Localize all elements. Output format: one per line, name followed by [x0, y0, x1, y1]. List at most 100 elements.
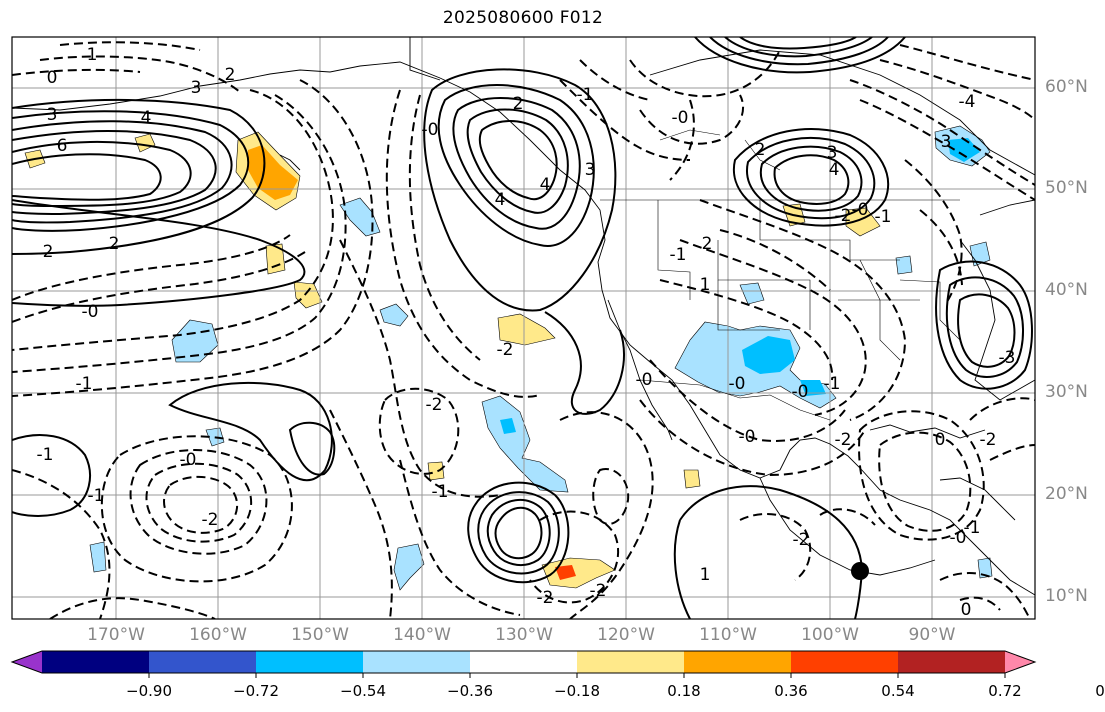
contour-label: 2: [109, 234, 120, 254]
colorbar-segment: [363, 651, 471, 673]
contour-label: -0: [636, 370, 653, 390]
latitude-label: 20°N: [1045, 484, 1088, 504]
contour-label: 3: [47, 105, 58, 125]
latitude-label: 10°N: [1045, 586, 1088, 606]
storm-center-marker: [851, 562, 869, 580]
contour-label: 0: [961, 600, 972, 620]
contour-label: 0: [935, 430, 946, 450]
contour-label: -1: [670, 245, 687, 265]
longitude-label: 130°W: [495, 625, 553, 645]
contour-label: -2: [537, 588, 554, 608]
contour-label: 3: [585, 160, 596, 180]
contour-label: -3: [999, 348, 1016, 368]
contour-label: -2: [202, 510, 219, 530]
contour-label: -1: [76, 374, 93, 394]
contour-label: -2: [835, 206, 852, 226]
contour-label: -2: [835, 430, 852, 450]
colorbar-segment: [149, 651, 257, 673]
longitude-label: 120°W: [597, 625, 655, 645]
contour-label: -0: [729, 374, 746, 394]
political-borders: [600, 129, 961, 421]
contour-label: -1: [37, 445, 54, 465]
contour-label: -0: [82, 302, 99, 322]
positive-fill: [427, 461, 445, 481]
positive-contours: [12, 37, 1033, 619]
negative-fill: [339, 197, 381, 237]
colorbar-tick-label: 0.36: [774, 682, 808, 700]
negative-fill: [977, 557, 993, 579]
contour-label: -1: [577, 85, 594, 105]
colorbar-outline: [10, 650, 1037, 674]
colorbar-segment: [898, 651, 1006, 673]
contour-label: -1: [875, 207, 892, 227]
contour-label: 4: [141, 108, 152, 128]
longitude-label: 150°W: [291, 625, 349, 645]
longitude-label: 140°W: [393, 625, 451, 645]
negative-fill: [393, 543, 425, 591]
contour-label: 2: [755, 140, 766, 160]
colorbar-tick-label: −0.18: [554, 682, 600, 700]
contour-label: -0: [950, 528, 967, 548]
contour-label: -0: [672, 108, 689, 128]
positive-fill: [497, 313, 556, 346]
contour-label: 4: [829, 160, 840, 180]
contour-label: -2: [590, 581, 607, 601]
colorbar: [10, 650, 1037, 678]
contour-label: 0: [47, 68, 58, 88]
contour-label: -2: [497, 340, 514, 360]
colorbar-tick-label: 0.90: [1095, 682, 1105, 700]
map-title: 2025080600 F012: [442, 8, 604, 28]
contour-label: 2: [43, 242, 54, 262]
contour-label: -1: [432, 482, 449, 502]
contour-label: -1: [824, 374, 841, 394]
negative-fill: [948, 138, 980, 162]
contour-label: 2: [225, 65, 236, 85]
contour-label: -0: [852, 200, 869, 220]
latitude-label: 60°N: [1045, 77, 1088, 97]
contour-label: 3: [191, 78, 202, 98]
latitude-label: 40°N: [1045, 280, 1088, 300]
colorbar-tick-label: 0.54: [881, 682, 915, 700]
longitude-label: 170°W: [87, 625, 145, 645]
longitude-label: 100°W: [801, 625, 859, 645]
colorbar-extend-high: [1005, 651, 1035, 673]
colorbar-segment: [42, 651, 150, 673]
contour-label: 4: [495, 190, 506, 210]
colorbar-tick-label: 0.72: [988, 682, 1022, 700]
contour-label: -0: [792, 382, 809, 402]
contour-label: -2: [426, 395, 443, 415]
contour-label: 3: [827, 143, 838, 163]
colorbar-segment: [577, 651, 685, 673]
positive-fill: [555, 565, 576, 580]
contour-label: -2: [793, 530, 810, 550]
negative-fill: [500, 418, 516, 434]
contour-label: 4: [540, 175, 551, 195]
contour-label: 2: [702, 234, 713, 254]
colorbar-tick-label: −0.90: [126, 682, 172, 700]
negative-fill: [481, 395, 569, 493]
colorbar-tick-label: −0.72: [233, 682, 279, 700]
colorbar-segment: [684, 651, 792, 673]
colorbar-segment: [470, 651, 578, 673]
positive-fill: [265, 243, 286, 275]
negative-fill: [89, 541, 107, 573]
colorbar-tick-label: 0.18: [667, 682, 701, 700]
negative-fill: [739, 282, 765, 305]
negative-fill: [742, 336, 795, 374]
contour-label: -2: [980, 430, 997, 450]
contour-label: 1: [700, 565, 711, 585]
latitude-label: 30°N: [1045, 382, 1088, 402]
longitude-label: 110°W: [699, 625, 757, 645]
latitude-label: 50°N: [1045, 178, 1088, 198]
contour-label: 2: [513, 94, 524, 114]
colorbar-tick-label: −0.54: [340, 682, 386, 700]
contour-label: -1: [964, 518, 981, 538]
contour-label: -0: [180, 450, 197, 470]
contour-label: 1: [700, 275, 711, 295]
contour-label: 1: [87, 45, 98, 65]
colorbar-segment: [791, 651, 899, 673]
negative-fill: [800, 380, 826, 396]
contour-label: 3: [941, 132, 952, 152]
